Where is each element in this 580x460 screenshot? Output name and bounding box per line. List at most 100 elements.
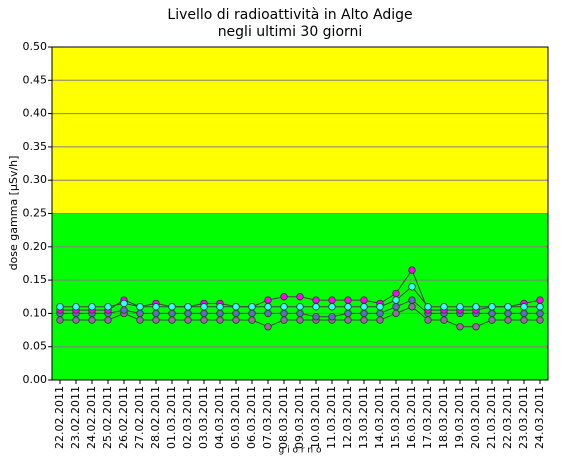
data-point xyxy=(488,303,496,311)
x-tick-label: 07.03.2011 xyxy=(261,386,274,449)
x-tick-label: 12.03.2011 xyxy=(341,386,354,449)
y-tick-label: 0.35 xyxy=(23,140,48,153)
data-point xyxy=(456,323,464,331)
data-point xyxy=(152,309,160,318)
chart-title: Livello di radioattività in Alto Adige xyxy=(167,7,412,23)
data-point xyxy=(504,316,512,324)
data-point xyxy=(440,316,448,324)
x-tick-label: 11.03.2011 xyxy=(325,386,338,449)
data-point xyxy=(56,303,64,311)
data-point xyxy=(376,309,384,318)
x-tick-label: 27.02.2011 xyxy=(133,386,146,449)
data-point xyxy=(456,303,464,311)
x-tick-label: 22.03.2011 xyxy=(501,386,514,449)
data-point xyxy=(56,316,64,324)
x-tick-label: 02.03.2011 xyxy=(181,386,194,449)
y-tick-label: 0.50 xyxy=(23,40,48,53)
data-point xyxy=(344,316,352,324)
x-tick-label: 25.02.2011 xyxy=(101,386,114,449)
data-point xyxy=(216,303,224,311)
data-point xyxy=(296,309,304,318)
x-tick-label: 18.03.2011 xyxy=(437,386,450,449)
data-point xyxy=(264,323,272,331)
data-point xyxy=(248,303,256,311)
data-point xyxy=(168,316,176,324)
data-point xyxy=(200,309,208,318)
data-point xyxy=(248,309,256,318)
data-point xyxy=(296,293,304,301)
data-point xyxy=(264,296,272,304)
data-point xyxy=(280,293,288,301)
data-point xyxy=(104,316,112,324)
data-point xyxy=(184,309,192,318)
x-tick-label: 24.02.2011 xyxy=(85,386,98,449)
data-point xyxy=(488,316,496,324)
y-tick-label: 0.25 xyxy=(23,207,48,220)
chart-subtitle: negli ultimi 30 giorni xyxy=(218,24,363,40)
data-point xyxy=(328,303,336,311)
data-point xyxy=(120,306,128,314)
data-point xyxy=(392,303,400,311)
data-point xyxy=(216,316,224,324)
x-tick-label: 22.02.2011 xyxy=(53,386,66,449)
data-point xyxy=(536,296,544,304)
data-point xyxy=(120,299,128,308)
data-point xyxy=(536,316,544,324)
data-point xyxy=(376,316,384,324)
x-tick-label: 23.03.2011 xyxy=(517,386,530,449)
x-tick-label: 19.03.2011 xyxy=(453,386,466,449)
data-point xyxy=(280,316,288,324)
data-point xyxy=(88,316,96,324)
x-tick-label: 09.03.2011 xyxy=(293,386,306,449)
data-point xyxy=(184,316,192,324)
data-point xyxy=(328,296,336,304)
data-point xyxy=(520,303,528,311)
y-tick-label: 0.00 xyxy=(23,373,48,386)
data-point xyxy=(152,316,160,324)
y-tick-label: 0.45 xyxy=(23,73,48,86)
x-tick-label: 16.03.2011 xyxy=(405,386,418,449)
y-tick-label: 0.40 xyxy=(23,107,48,120)
y-tick-label: 0.10 xyxy=(23,306,48,319)
x-tick-label: 13.03.2011 xyxy=(357,386,370,449)
x-tick-label: 06.03.2011 xyxy=(245,386,258,449)
data-point xyxy=(520,309,528,318)
data-point xyxy=(136,309,144,318)
x-tick-label: 01.03.2011 xyxy=(165,386,178,449)
y-tick-label: 0.20 xyxy=(23,240,48,253)
data-point xyxy=(216,309,224,318)
data-point xyxy=(264,303,272,311)
x-tick-label: 08.03.2011 xyxy=(277,386,290,449)
data-point xyxy=(504,303,512,311)
y-tick-label: 0.05 xyxy=(23,340,48,353)
x-tick-label: 14.03.2011 xyxy=(373,386,386,449)
data-point xyxy=(408,296,416,304)
data-point xyxy=(536,309,544,318)
data-point xyxy=(328,313,336,321)
data-point xyxy=(424,303,432,311)
data-point xyxy=(200,316,208,324)
data-point xyxy=(472,323,480,331)
data-point xyxy=(376,303,384,311)
data-point xyxy=(168,303,176,311)
x-tick-label: 28.02.2011 xyxy=(149,386,162,449)
data-point xyxy=(344,296,352,304)
data-point xyxy=(200,303,208,311)
data-point xyxy=(232,316,240,324)
y-axis-label: dose gamma [µSv/h] xyxy=(7,156,20,271)
data-point xyxy=(280,303,288,311)
x-tick-label: 21.03.2011 xyxy=(485,386,498,449)
data-point xyxy=(344,309,352,318)
x-tick-label: 15.03.2011 xyxy=(389,386,402,449)
data-point xyxy=(280,309,288,318)
data-point xyxy=(360,309,368,318)
x-tick-label: 04.03.2011 xyxy=(213,386,226,449)
background-band xyxy=(52,47,548,214)
data-point xyxy=(312,303,320,311)
data-point xyxy=(408,266,416,274)
data-point xyxy=(408,303,416,311)
data-point xyxy=(136,316,144,324)
data-point xyxy=(72,316,80,324)
y-tick-label: 0.15 xyxy=(23,273,48,286)
